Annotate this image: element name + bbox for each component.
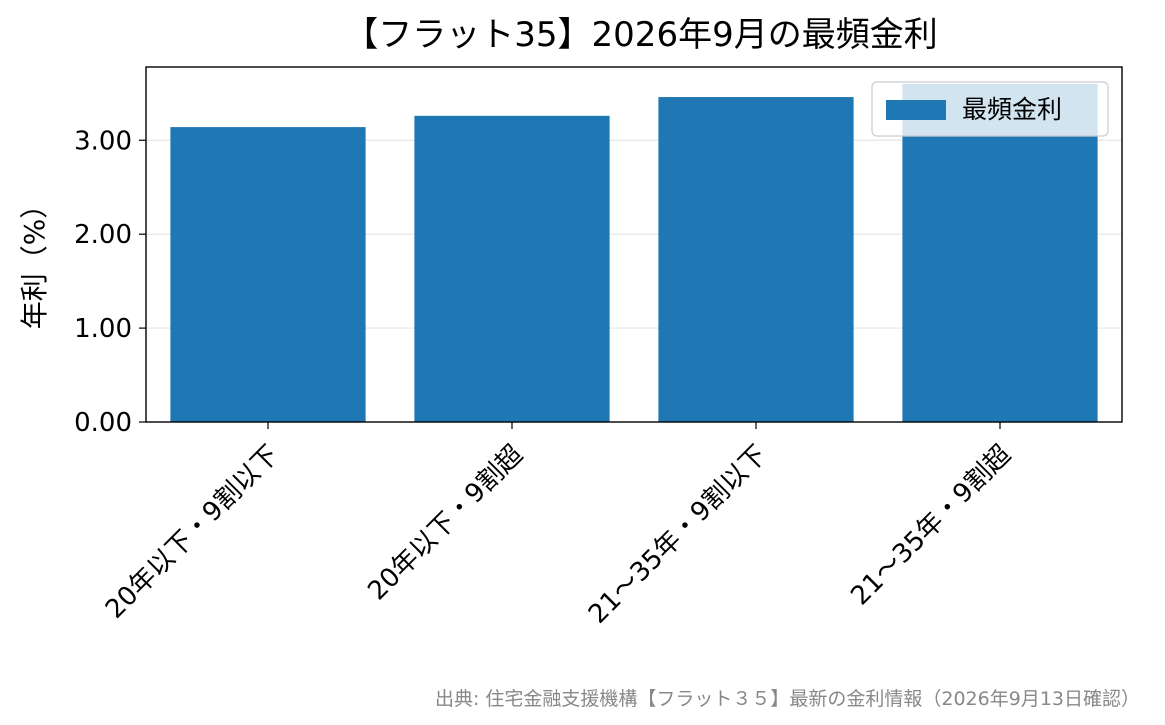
y-tick-label: 2.00	[74, 220, 132, 250]
x-tick-label: 20年以下・9割超	[362, 440, 529, 607]
y-axis-label: 年利（%）	[18, 191, 51, 330]
x-tick-label: 21〜35年・9割超	[845, 440, 1017, 612]
x-tick-label: 21〜35年・9割以下	[583, 440, 773, 630]
y-tick-label: 3.00	[74, 126, 132, 156]
bar	[170, 127, 366, 422]
source-note: 出典: 住宅金融支援機構【フラット３５】最新の金利情報（2026年9月13日確認…	[435, 688, 1140, 710]
plot-frame	[145, 66, 1123, 423]
y-tick-label: 1.00	[74, 314, 132, 344]
x-tick-label: 20年以下・9割以下	[100, 440, 285, 625]
y-tick-label: 0.00	[74, 408, 132, 438]
legend-label: 最頻金利	[962, 95, 1062, 124]
legend-swatch	[886, 100, 946, 120]
chart-title: 【フラット35】2026年9月の最頻金利	[344, 15, 937, 55]
bars	[170, 83, 1098, 423]
bar	[902, 83, 1098, 423]
legend-box	[871, 81, 1109, 137]
legend: 最頻金利	[871, 81, 1109, 137]
bar	[414, 115, 610, 423]
bar	[658, 97, 854, 422]
